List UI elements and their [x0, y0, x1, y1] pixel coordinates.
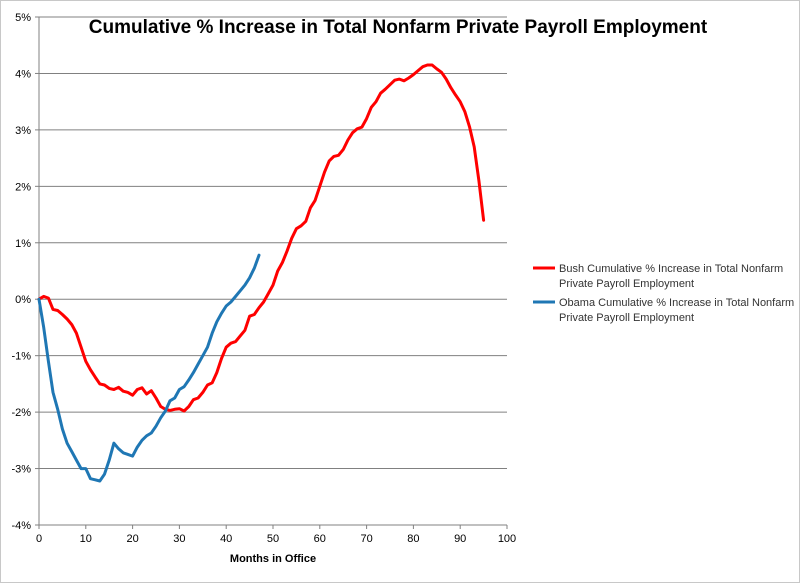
x-tick-label: 60 — [314, 533, 326, 545]
legend-item-bush-text: Private Payroll Employment — [559, 278, 694, 290]
x-tick-label: 50 — [267, 533, 279, 545]
x-tick-label: 80 — [407, 533, 419, 545]
y-tick-label: -4% — [11, 520, 31, 532]
y-tick-label: 5% — [15, 12, 31, 24]
x-tick-labels: 0 10 20 30 40 50 60 70 80 90 100 — [36, 533, 516, 545]
x-tick-label: 100 — [498, 533, 516, 545]
axes — [35, 16, 508, 529]
legend-item-obama-text: Obama Cumulative % Increase in Total Non… — [559, 297, 794, 309]
legend: Bush Cumulative % Increase in Total Nonf… — [533, 263, 794, 324]
y-tick-label: 4% — [15, 68, 31, 80]
legend-item-bush-text: Bush Cumulative % Increase in Total Nonf… — [559, 263, 783, 275]
x-tick-label: 10 — [80, 533, 92, 545]
bush-series-line — [37, 63, 486, 413]
x-tick-label: 0 — [36, 533, 42, 545]
x-axis-title: Months in Office — [230, 553, 316, 565]
y-tick-label: 2% — [15, 181, 31, 193]
x-tick-label: 20 — [126, 533, 138, 545]
y-tick-label: -3% — [11, 464, 31, 476]
y-tick-label: 1% — [15, 238, 31, 250]
series-lines — [37, 63, 486, 483]
x-tick-label: 70 — [360, 533, 372, 545]
y-tick-label: 0% — [15, 294, 31, 306]
y-tick-label: -1% — [11, 351, 31, 363]
x-tick-label: 90 — [454, 533, 466, 545]
y-tick-label: 3% — [15, 125, 31, 137]
legend-item-obama-text: Private Payroll Employment — [559, 312, 694, 324]
obama-series-line — [37, 253, 261, 483]
gridlines — [39, 16, 507, 526]
chart-title: Cumulative % Increase in Total Nonfarm P… — [89, 17, 708, 38]
x-tick-label: 30 — [173, 533, 185, 545]
x-tick-label: 40 — [220, 533, 232, 545]
y-tick-labels: -4% -3% -2% -1% 0% 1% 2% 3% 4% 5% — [11, 12, 31, 532]
y-tick-label: -2% — [11, 407, 31, 419]
